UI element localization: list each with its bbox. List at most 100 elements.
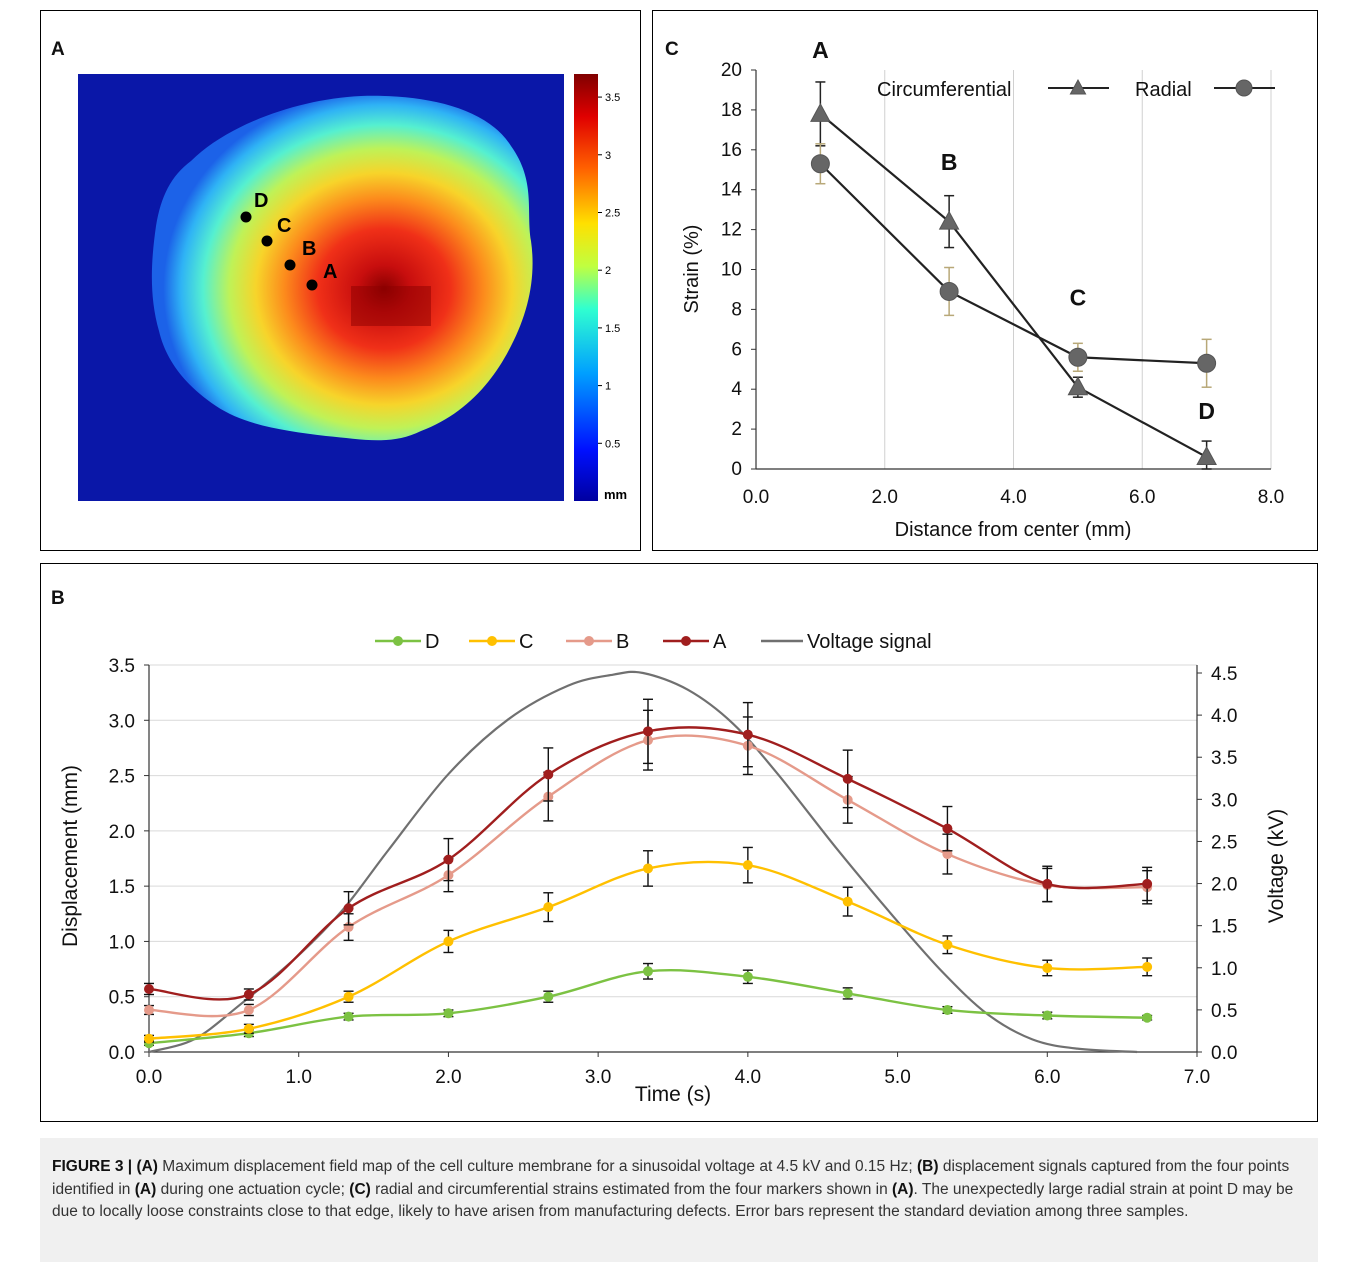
data-point (1142, 878, 1153, 889)
data-point (842, 988, 853, 999)
y-axis-title: Strain (%) (681, 225, 703, 314)
y-tick-label: 8 (731, 299, 742, 320)
caption-c-ref: (C) (349, 1180, 371, 1198)
data-point (642, 863, 653, 874)
caption-a-ref-2: (A) (134, 1180, 157, 1198)
point-label: C (1070, 284, 1087, 310)
legend-marker (1069, 78, 1087, 95)
x-tick-label: 7.0 (1184, 1067, 1210, 1088)
data-point (810, 102, 831, 122)
panel-c-label: C (665, 39, 679, 60)
legend: Circumferential Radial (877, 78, 1275, 101)
series-line (819, 113, 1208, 458)
y-tick-label: 6 (731, 339, 742, 360)
y2-axis-title: Voltage (kV) (1265, 809, 1288, 923)
panel-b-label: B (51, 588, 65, 609)
colorbar-tick-label: 1.5 (605, 323, 620, 335)
legend-label: Circumferential (877, 79, 1011, 101)
data-point (942, 849, 953, 860)
data-point (243, 989, 254, 1000)
caption-b-ref: (B) (917, 1158, 939, 1175)
y-tick-label: 3.5 (109, 656, 135, 677)
marker-d-label: D (254, 190, 268, 212)
legend-label: C (519, 631, 533, 653)
data-point (642, 966, 653, 977)
heatmap-membrane (151, 95, 533, 441)
caption-text-1: Maximum displacement field map of the ce… (157, 1158, 917, 1175)
data-point (144, 983, 154, 994)
data-point (842, 773, 853, 784)
x-tick-label: 0.0 (136, 1067, 162, 1088)
marker-a-label: A (323, 261, 337, 283)
caption-a-ref: (A) (136, 1158, 158, 1175)
y-tick-label: 0 (731, 459, 742, 480)
y-tick-label: 16 (721, 140, 742, 161)
data-point (742, 860, 753, 871)
legend: D C B A Voltage signal (375, 631, 932, 653)
colorbar-ticks: 3.5 3 2.5 2 1.5 1 0.5 (598, 92, 620, 450)
figure-caption: FIGURE 3 | (A) Maximum displacement fiel… (40, 1138, 1318, 1262)
x-tick-label: 6.0 (1034, 1067, 1060, 1088)
x-axis-title: Time (s) (635, 1083, 711, 1106)
x-tick-label: 3.0 (585, 1067, 611, 1088)
colorbar-tick-label: 3 (605, 150, 611, 162)
heatmap-figure: D C B A 3.5 3 2.5 2 1.5 1 0.5 mm (78, 74, 627, 502)
y-tick-label: 12 (721, 220, 742, 241)
marker-c-dot (261, 235, 273, 247)
panel-b: B 0.0 0.5 1.0 1.5 2.0 2.5 3.0 3.5 0.0 0.5 1.0 1.5 2.… (40, 563, 1318, 1122)
y-tick-label: 3.0 (109, 711, 135, 732)
data-point (343, 1011, 354, 1022)
legend-label: B (616, 631, 629, 653)
x-tick-label: 4.0 (735, 1067, 761, 1088)
data-point (942, 939, 953, 950)
legend-label: Voltage signal (807, 631, 932, 653)
y2-tick-label: 1.0 (1211, 959, 1237, 980)
data-point (1042, 878, 1053, 889)
data-point (942, 823, 953, 834)
y2-tick-label: 0.0 (1211, 1043, 1237, 1064)
caption-text-4: radial and circumferential strains estim… (370, 1180, 892, 1198)
caption-a-ref-3: (A) (892, 1180, 914, 1198)
legend-label: D (425, 631, 439, 653)
y2-tick-label: 3.0 (1211, 790, 1237, 811)
x-tick-label: 6.0 (1129, 487, 1155, 508)
series-radial (810, 143, 1217, 388)
y-tick-label: 1.5 (109, 877, 135, 898)
caption-text-2: displacement signals captured from the f… (52, 1158, 1290, 1198)
point-label: A (812, 37, 829, 63)
data-point (1197, 353, 1217, 373)
data-point (942, 1004, 953, 1015)
data-point (842, 896, 853, 907)
data-point (243, 1004, 254, 1015)
data-point (1042, 962, 1053, 973)
series-voltage-line (148, 670, 1138, 1054)
marker-b-dot (284, 259, 296, 271)
heatmap-markers: D C B A (240, 190, 337, 291)
data-point (1142, 961, 1153, 972)
y-tick-label: 20 (721, 60, 742, 81)
colorbar-tick-label: 1 (605, 381, 611, 393)
data-point (1067, 376, 1089, 396)
y-tick-label: 10 (721, 260, 742, 281)
legend-label: Radial (1135, 79, 1192, 101)
series-line (148, 969, 1148, 1045)
data-point (742, 971, 753, 982)
heatmap-dark-core (351, 286, 431, 326)
y-tick-label: 0.0 (109, 1043, 135, 1064)
y2-tick-label: 2.5 (1211, 832, 1237, 853)
data-point (443, 854, 454, 865)
caption-text-3: during one actuation cycle; (156, 1180, 350, 1198)
series-line (819, 162, 1207, 365)
panel-a: A (40, 10, 641, 551)
y2-tick-label: 4.0 (1211, 706, 1237, 727)
data-point (443, 1008, 454, 1019)
marker-d-dot (240, 211, 252, 223)
y-tick-label: 2.0 (109, 822, 135, 843)
y-tick-label: 14 (721, 180, 743, 201)
series-line (148, 860, 1148, 1040)
x-tick-label: 1.0 (286, 1067, 312, 1088)
y-tick-label: 2.5 (109, 767, 135, 788)
data-point (642, 726, 653, 737)
x-tick-label: 2.0 (872, 487, 898, 508)
data-point (938, 210, 960, 230)
